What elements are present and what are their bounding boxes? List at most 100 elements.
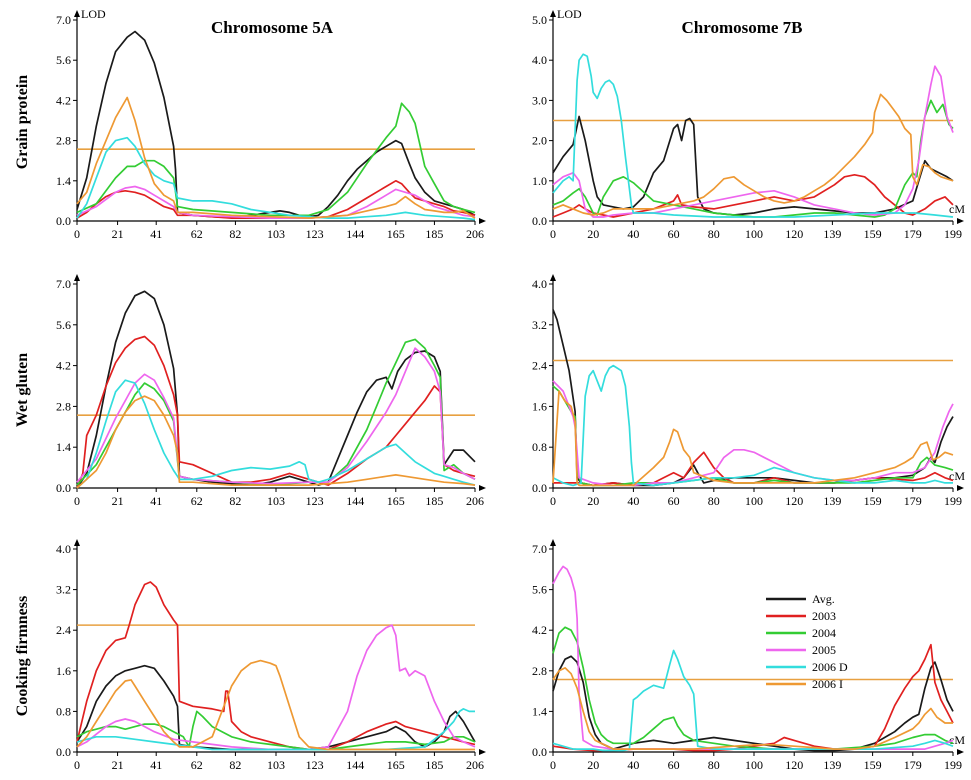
x-tick-label: 206 <box>466 227 484 241</box>
y-tick-label: 5.6 <box>56 318 71 332</box>
x-tick-label: 165 <box>387 494 405 508</box>
x-tick-label: 103 <box>267 758 285 772</box>
legend-label-2004: 2004 <box>812 626 836 640</box>
y-tick-label: 7.0 <box>56 13 71 27</box>
series-line-avg- <box>552 115 954 216</box>
y-tick-label: 2.8 <box>56 399 71 413</box>
x-tick-label: 62 <box>191 758 203 772</box>
x-axis-arrow <box>957 749 964 755</box>
x-tick-label: 120 <box>785 494 803 508</box>
x-tick-label: 179 <box>904 227 922 241</box>
y-tick-label: 4.0 <box>532 277 547 291</box>
y-tick-label: 0.0 <box>532 745 547 759</box>
row-label-grain-protein: Grain protein <box>14 75 31 169</box>
series-line-2006-d <box>76 136 476 221</box>
series-line-avg- <box>552 309 954 487</box>
series-line-2005 <box>76 624 476 751</box>
y-axis-arrow <box>74 274 80 281</box>
wet-gluten-5a-panel: 0 21 41 62 82 103 123 144 165 185 206 0.0 1.4 2.8 4.2 5… <box>56 274 486 508</box>
grain-protein-5a-panel: 0 21 41 62 82 103 123 144 165 185 206 0.0 1.4 2.8 4.2 5… <box>56 7 486 241</box>
x-tick-label: 199 <box>944 758 962 772</box>
series-line-2006-i <box>76 96 476 219</box>
series-line-avg- <box>552 655 954 752</box>
x-tick-label: 21 <box>112 227 124 241</box>
y-tick-label: 3.2 <box>56 583 71 597</box>
y-tick-label: 0.0 <box>532 481 547 495</box>
y-axis-arrow <box>74 539 80 546</box>
series-line-2006-i <box>552 93 954 216</box>
series-line-2004 <box>552 99 954 218</box>
y-tick-label: 1.0 <box>532 174 547 188</box>
series-line-2003 <box>76 335 476 489</box>
x-tick-label: 20 <box>587 758 599 772</box>
cooking-firmness-5a-panel: 0 21 41 62 82 103 123 144 165 185 206 0.0 0.8 1.6 2.4 3… <box>56 539 486 772</box>
series-line-2006-d <box>76 708 475 751</box>
y-tick-label: 2.8 <box>56 134 71 148</box>
x-tick-label: 165 <box>387 758 405 772</box>
series-line-2006-i <box>552 667 953 750</box>
legend-label-2005: 2005 <box>812 643 836 657</box>
x-tick-label: 21 <box>112 758 124 772</box>
y-tick-label: 5.6 <box>532 583 547 597</box>
grain-protein-7b-panel: 0 20 40 60 80 100 120 139 159 179 199 0.0 1.0 2.0 3.0 4… <box>532 7 965 241</box>
y-tick-label: 4.2 <box>532 623 547 637</box>
column-title-chromosome-5a: Chromosome 5A <box>211 18 334 37</box>
y-tick-label: 5.0 <box>532 13 547 27</box>
y-tick-label: 0.8 <box>532 440 547 454</box>
series-line-2004 <box>76 338 476 486</box>
lod-axis-label: LOD <box>557 7 582 21</box>
x-tick-label: 179 <box>904 494 922 508</box>
row-label-wet-gluten: Wet gluten <box>14 353 31 427</box>
x-tick-label: 185 <box>425 494 443 508</box>
series-line-avg- <box>76 664 476 751</box>
x-tick-label: 206 <box>466 758 484 772</box>
x-tick-label: 80 <box>708 227 720 241</box>
y-tick-label: 5.6 <box>56 53 71 67</box>
series-line-2006-d <box>76 379 476 489</box>
y-tick-label: 4.2 <box>56 359 71 373</box>
x-tick-label: 0 <box>550 758 556 772</box>
x-tick-label: 41 <box>150 494 162 508</box>
x-tick-label: 60 <box>668 227 680 241</box>
x-tick-label: 179 <box>904 758 922 772</box>
x-tick-label: 139 <box>823 227 841 241</box>
x-axis-arrow <box>957 218 964 224</box>
x-tick-label: 199 <box>944 494 962 508</box>
x-tick-label: 123 <box>306 227 324 241</box>
cm-axis-label: cM <box>949 469 965 483</box>
x-tick-label: 159 <box>864 227 882 241</box>
x-tick-label: 0 <box>74 494 80 508</box>
x-tick-label: 144 <box>346 758 364 772</box>
x-tick-label: 120 <box>785 227 803 241</box>
legend: Avg. 2003 2004 2005 2006 D 2006 I <box>766 592 848 691</box>
x-tick-label: 41 <box>150 227 162 241</box>
x-tick-label: 0 <box>74 758 80 772</box>
y-axis-arrow <box>550 539 556 546</box>
x-tick-label: 206 <box>466 494 484 508</box>
y-tick-label: 2.4 <box>532 359 547 373</box>
x-tick-label: 120 <box>785 758 803 772</box>
series-line-2006-d <box>552 364 953 487</box>
x-tick-label: 82 <box>229 494 241 508</box>
x-tick-label: 0 <box>550 494 556 508</box>
x-tick-label: 123 <box>306 758 324 772</box>
series-line-2005 <box>552 65 954 218</box>
x-tick-label: 165 <box>387 227 405 241</box>
x-tick-label: 100 <box>745 494 763 508</box>
x-tick-label: 80 <box>708 494 720 508</box>
y-tick-label: 1.4 <box>56 440 71 454</box>
chart-panels: 0 21 41 62 82 103 123 144 165 185 206 0.0 1.4 2.8 4.2 5… <box>56 7 965 772</box>
x-tick-label: 40 <box>627 758 639 772</box>
legend-label-avg-: Avg. <box>812 592 835 606</box>
series-line-2006-i <box>76 395 476 489</box>
cm-axis-label: cM <box>949 202 965 216</box>
y-tick-label: 4.0 <box>532 53 547 67</box>
cooking-firmness-7b-panel: 0 20 40 60 80 100 120 139 159 179 199 0.0 1.4 2.8 4.2 5… <box>532 539 965 772</box>
series-line-2005 <box>552 565 954 750</box>
y-tick-label: 2.0 <box>532 134 547 148</box>
x-axis-arrow <box>479 218 486 224</box>
y-tick-label: 2.4 <box>56 623 71 637</box>
y-tick-label: 1.4 <box>532 704 547 718</box>
series-line-2006-i <box>76 659 475 751</box>
y-tick-label: 1.6 <box>532 399 547 413</box>
